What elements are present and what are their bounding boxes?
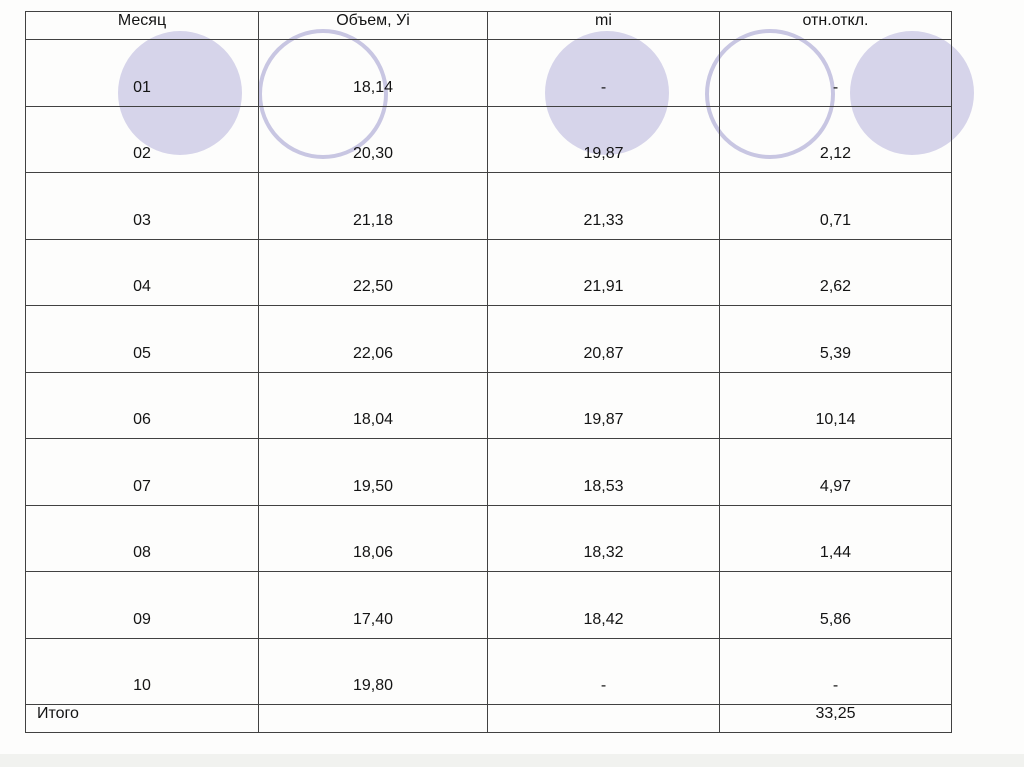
header-deviation: отн.откл. [719,11,952,40]
table-cell: 4,97 [719,438,952,506]
table-cell: 22,50 [258,238,488,306]
table-cell: 18,14 [258,39,488,107]
table-cell: 19,87 [487,371,720,439]
table-cell: 18,04 [258,371,488,439]
table-cell: 10,14 [719,371,952,439]
table-row: 10 19,80- - [25,637,952,705]
table-cell: 19,80 [258,637,488,705]
header-volume: Объем, Уi [258,11,488,40]
table-cell: 20,87 [487,305,720,373]
header-mi: mi [487,11,720,40]
table-row: 06 18,04 19,87 10,14 [25,371,952,439]
table-cell: 18,42 [487,571,720,639]
table-cell: 2,12 [719,105,952,173]
table-cell: 03 [25,172,259,240]
table-cell: - [719,637,952,705]
total-value: 33,25 [719,704,952,733]
table-row: 04 22,50 21,91 2,62 [25,238,952,306]
table-row: 02 20,30 19,87 2,12 [25,105,952,173]
table-cell: - [487,637,720,705]
table-cell: 20,30 [258,105,488,173]
table-cell: 21,18 [258,172,488,240]
table-row: 08 18,06 18,32 1,44 [25,504,952,572]
total-empty-cell [487,704,720,733]
table-cell: 18,53 [487,438,720,506]
table-cell: 19,50 [258,438,488,506]
table-cell: 02 [25,105,259,173]
header-month: Месяц [25,11,259,40]
table-cell: 2,62 [719,238,952,306]
data-table: Месяц Объем, Уi mi отн.откл. 01 18,14- -02… [25,11,952,733]
header-row: Месяц Объем, Уi mi отн.откл. [25,11,952,40]
table-cell: 22,06 [258,305,488,373]
table-cell: - [719,39,952,107]
table-body: 01 18,14- -02 20,30 19,87 2,12 03 21,18 21,33 0,7… [25,39,952,705]
table-cell: 18,32 [487,504,720,572]
total-empty-cell [258,704,488,733]
slide-bottom-edge [0,754,1024,767]
table-row: 09 17,40 18,42 5,86 [25,571,952,639]
table-cell: 04 [25,238,259,306]
table-cell: 5,86 [719,571,952,639]
table-cell: 01 [25,39,259,107]
table-cell: 17,40 [258,571,488,639]
table-cell: 21,33 [487,172,720,240]
table-cell: 05 [25,305,259,373]
table-cell: 21,91 [487,238,720,306]
table-cell: 18,06 [258,504,488,572]
total-row: Итого 33,25 [25,704,952,733]
table-cell: 5,39 [719,305,952,373]
table-row: 03 21,18 21,33 0,71 [25,172,952,240]
total-label: Итого [25,704,259,733]
table-cell: 06 [25,371,259,439]
table-cell: 10 [25,637,259,705]
table-cell: 1,44 [719,504,952,572]
table-cell: 0,71 [719,172,952,240]
table-row: 07 19,50 18,53 4,97 [25,438,952,506]
table-row: 05 22,06 20,87 5,39 [25,305,952,373]
table-cell: - [487,39,720,107]
table-cell: 07 [25,438,259,506]
table-cell: 19,87 [487,105,720,173]
table-cell: 09 [25,571,259,639]
table-row: 01 18,14- - [25,39,952,107]
table-cell: 08 [25,504,259,572]
